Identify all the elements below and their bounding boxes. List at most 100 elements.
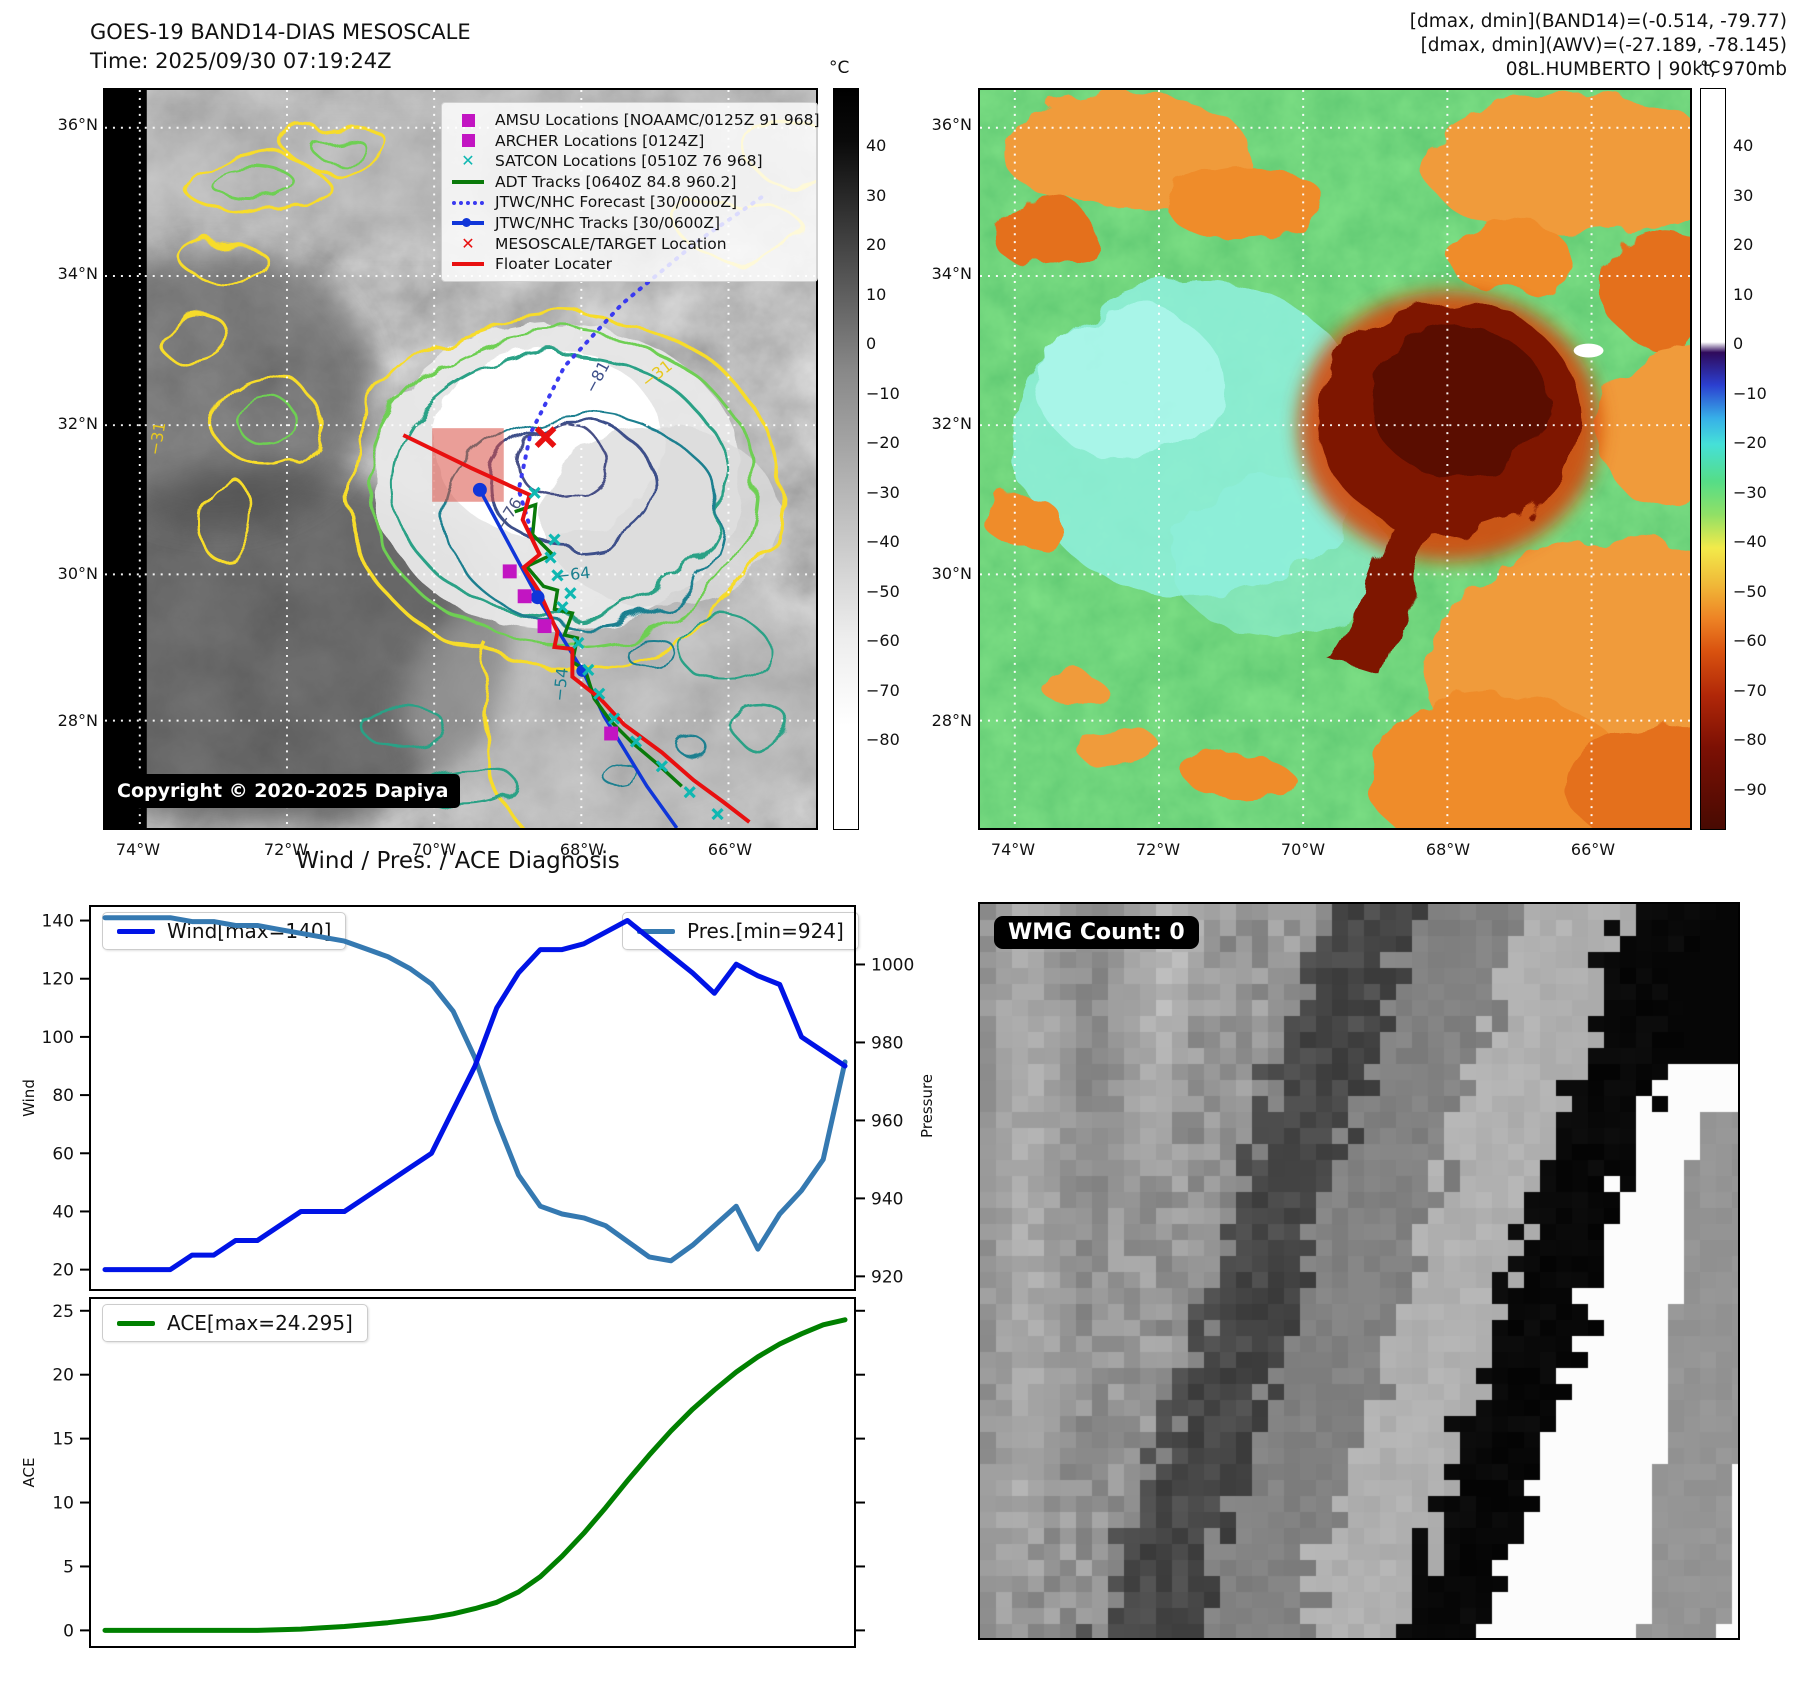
- colorbar-tick: 40: [866, 136, 887, 155]
- lon-label: 70°W: [411, 840, 457, 859]
- chart-tick-label: 25: [52, 1302, 74, 1322]
- colorbar-tick: −50: [866, 581, 900, 601]
- colorbar-tick: −80: [1733, 730, 1767, 749]
- chart-tick-label: 140: [42, 912, 74, 932]
- dotted-icon: [450, 200, 486, 205]
- colorbar-tick: 0: [866, 334, 877, 353]
- info-band14: [dmax, dmin](BAND14)=(-0.514, -79.77): [1409, 11, 1787, 32]
- band14-colorbar-unit: °C: [829, 58, 850, 78]
- legend-item-label: JTWC/NHC Tracks [30/0600Z]: [495, 213, 721, 232]
- lat-label: 30°N: [57, 564, 98, 583]
- lat-label: 36°N: [57, 115, 98, 134]
- chart-tick-label: 120: [42, 970, 74, 990]
- colorbar-tick: −40: [1733, 532, 1767, 551]
- colorbar-tick: 30: [1733, 185, 1754, 205]
- legend-item-label: ADT Tracks [0640Z 84.8 960.2]: [495, 172, 737, 191]
- ace-legend-label: ACE[max=24.295]: [167, 1311, 353, 1335]
- lat-label: 34°N: [57, 264, 98, 283]
- chart-tick-label: 940: [871, 1189, 903, 1209]
- band14-legend: AMSU Locations [NOAAMC/0125Z 91 968] ARCH…: [441, 102, 820, 282]
- header-info: [dmax, dmin](BAND14)=(-0.514, -79.77) [d…: [1410, 10, 1787, 82]
- chart-tick-label: 10: [52, 1494, 74, 1514]
- colorbar-tick: −80: [866, 730, 900, 749]
- colorbar-tick: 30: [866, 185, 887, 205]
- floater-locater-line: [402, 433, 751, 824]
- info-storm: 08L.HUMBERTO | 90kt, 970mb: [1505, 59, 1787, 80]
- chart-tick-label: 980: [871, 1033, 903, 1053]
- colorbar-tick: −40: [866, 532, 900, 551]
- cold-cloud-blob: [1298, 290, 1601, 675]
- orange-regions: [983, 91, 1690, 828]
- chart-tick-label: 100: [42, 1028, 74, 1048]
- band14-title-line2: Time: 2025/09/30 07:19:24Z: [90, 49, 392, 73]
- wmg-panel: WMG Count: 0: [978, 902, 1740, 1640]
- pressure-axis-label: Pressure: [918, 1074, 936, 1138]
- lon-label: 74°W: [115, 840, 161, 859]
- line-icon: [450, 180, 486, 185]
- chart-tick-label: 920: [871, 1267, 903, 1287]
- legend-item-label: MESOSCALE/TARGET Location: [495, 234, 727, 253]
- chart-tick-label: 60: [52, 1144, 74, 1164]
- legend-item-label: AMSU Locations [NOAAMC/0125Z 91 968]: [495, 111, 820, 129]
- legend-item-label: JTWC/NHC Forecast [30/0000Z]: [495, 193, 738, 212]
- mesoscale-target-x: [534, 426, 557, 449]
- amsu-archer-markers: [502, 564, 619, 741]
- wind-pres-chart-frame: [89, 905, 856, 1291]
- pres-legend-swatch: [637, 928, 675, 934]
- lon-label: 72°W: [263, 840, 309, 859]
- colorbar-tick: 10: [866, 284, 887, 304]
- colorbar-tick: −30: [866, 482, 900, 502]
- ace-chart-frame: [89, 1297, 856, 1648]
- lon-label: 66°W: [707, 840, 753, 859]
- colorbar-tick: 20: [866, 235, 887, 254]
- colorbar-tick: −10: [866, 383, 900, 403]
- legend-item: JTWC/NHC Forecast [30/0000Z]: [450, 192, 811, 213]
- lon-label: 72°W: [1135, 840, 1181, 859]
- svg-text:−64: −64: [556, 563, 591, 585]
- legend-item: ADT Tracks [0640Z 84.8 960.2]: [450, 172, 811, 193]
- colorbar-tick: −60: [866, 631, 900, 650]
- white-spot: [1573, 343, 1604, 358]
- adt-track-line: [514, 502, 683, 788]
- colorbar-tick: −30: [1733, 482, 1767, 502]
- awv-colorbar-unit: °C: [1700, 58, 1721, 78]
- copyright-badge: Copyright © 2020-2025 Dapiya: [105, 774, 461, 808]
- legend-item: JTWC/NHC Tracks [30/0600Z]: [450, 213, 811, 234]
- band14-title-line1: GOES-19 BAND14-DIAS MESOSCALE: [90, 20, 471, 44]
- line-icon: [450, 262, 486, 267]
- colorbar-tick: −20: [1733, 433, 1767, 452]
- ace-axis-label: ACE: [20, 1458, 38, 1488]
- series-pres.: [102, 915, 848, 1264]
- colorbar-tick: 20: [1733, 235, 1754, 254]
- lat-label: 32°N: [931, 414, 972, 433]
- lat-label: 34°N: [931, 264, 972, 283]
- chart-tick-label: 20: [52, 1261, 74, 1281]
- chart-tick-label: 5: [63, 1557, 74, 1577]
- series-wind: [102, 918, 848, 1273]
- band14-title: GOES-19 BAND14-DIAS MESOSCALE Time: 2025…: [90, 18, 471, 76]
- x-icon: ✕: [461, 233, 475, 253]
- colorbar-tick: 40: [1733, 136, 1754, 155]
- satcon-markers: [528, 486, 724, 821]
- lat-label: 28°N: [57, 711, 98, 730]
- lon-label: 66°W: [1570, 840, 1616, 859]
- chart-tick-label: 15: [52, 1430, 74, 1450]
- legend-item-label: ARCHER Locations [0124Z]: [495, 131, 705, 150]
- diagnosis-title: Wind / Pres. / ACE Diagnosis: [296, 848, 619, 874]
- legend-item-label: Floater Locater: [495, 255, 612, 274]
- chart-tick-label: 20: [52, 1366, 74, 1386]
- chart-tick-label: 1000: [871, 955, 914, 975]
- info-awv: [dmax, dmin](AWV)=(-27.189, -78.145): [1420, 35, 1787, 56]
- colorbar-tick: −70: [866, 680, 900, 700]
- legend-item: ✕ SATCON Locations [0510Z 76 968]: [450, 151, 811, 172]
- awv-satellite-map: [978, 88, 1692, 830]
- lat-label: 36°N: [931, 115, 972, 134]
- chart-tick-label: 80: [52, 1086, 74, 1106]
- legend-item: ARCHER Locations [0124Z]: [450, 131, 811, 152]
- x-icon: ✕: [461, 151, 475, 171]
- colorbar-tick: 10: [1733, 284, 1754, 304]
- linedot-icon: [450, 218, 486, 228]
- colorbar-tick: −50: [1733, 581, 1767, 601]
